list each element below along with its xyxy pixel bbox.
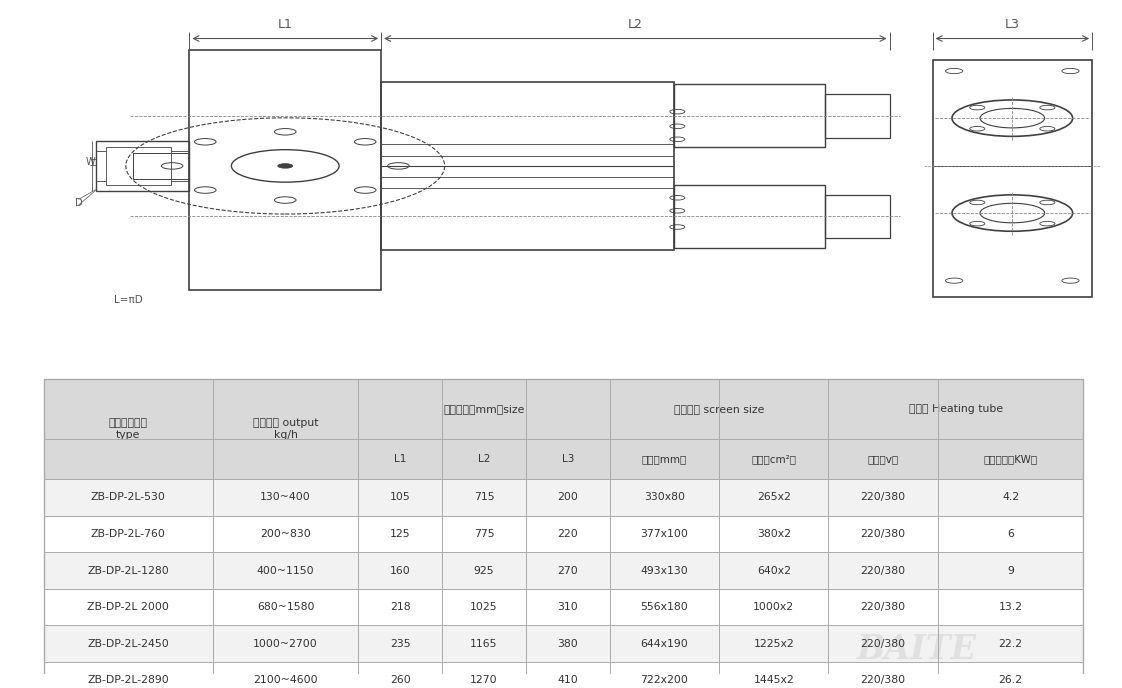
- Text: 加热功率（KW）: 加热功率（KW）: [984, 454, 1038, 464]
- Text: 220/380: 220/380: [861, 675, 905, 685]
- Text: L1: L1: [394, 454, 406, 464]
- Text: L2: L2: [628, 18, 643, 31]
- Text: 220/380: 220/380: [861, 638, 905, 649]
- Text: 105: 105: [389, 493, 411, 502]
- Text: 面积（cm²）: 面积（cm²）: [752, 454, 797, 464]
- Text: 715: 715: [473, 493, 495, 502]
- Bar: [134, 153, 190, 179]
- Text: 400~1150: 400~1150: [257, 566, 314, 576]
- Circle shape: [278, 164, 293, 168]
- Text: 160: 160: [389, 566, 411, 576]
- Text: 加热器 Heating tube: 加热器 Heating tube: [909, 404, 1003, 413]
- Text: 270: 270: [558, 566, 578, 576]
- Text: L2: L2: [478, 454, 490, 464]
- Text: 125: 125: [389, 529, 411, 539]
- Bar: [44, 378, 1084, 480]
- Bar: [44, 625, 1084, 662]
- Text: 1000~2700: 1000~2700: [254, 638, 318, 649]
- Text: 680~1580: 680~1580: [257, 602, 314, 612]
- Text: 380: 380: [558, 638, 578, 649]
- Bar: [95, 141, 190, 191]
- Text: 220: 220: [558, 529, 578, 539]
- Text: ZB-DP-2L-1280: ZB-DP-2L-1280: [88, 566, 169, 576]
- Text: 1165: 1165: [470, 638, 498, 649]
- Text: 200: 200: [558, 493, 578, 502]
- Text: BAITE: BAITE: [856, 633, 976, 666]
- Text: 1225x2: 1225x2: [753, 638, 794, 649]
- Text: 4.2: 4.2: [1002, 493, 1019, 502]
- Bar: [825, 195, 890, 239]
- Text: 310: 310: [558, 602, 578, 612]
- Text: 218: 218: [389, 602, 411, 612]
- Bar: [825, 94, 890, 138]
- Text: 13.2: 13.2: [999, 602, 1022, 612]
- Text: L1: L1: [278, 18, 293, 31]
- Text: 1270: 1270: [470, 675, 498, 685]
- Text: 1000x2: 1000x2: [753, 602, 794, 612]
- Bar: [44, 480, 1084, 516]
- Text: 2100~4600: 2100~4600: [254, 675, 318, 685]
- Bar: [190, 50, 381, 290]
- Text: 轮廓尺寸（mm）size: 轮廓尺寸（mm）size: [443, 404, 525, 413]
- Text: 380x2: 380x2: [756, 529, 791, 539]
- Text: 410: 410: [558, 675, 578, 685]
- Text: 200~830: 200~830: [260, 529, 311, 539]
- Bar: [674, 185, 825, 248]
- Text: 330x80: 330x80: [644, 493, 684, 502]
- Bar: [381, 83, 674, 250]
- Text: 1445x2: 1445x2: [753, 675, 794, 685]
- Text: 220/380: 220/380: [861, 493, 905, 502]
- Bar: [107, 147, 171, 185]
- Text: D: D: [75, 197, 82, 208]
- Text: 640x2: 640x2: [756, 566, 791, 576]
- Text: W: W: [85, 157, 95, 167]
- Text: 6: 6: [1008, 529, 1014, 539]
- Bar: [44, 552, 1084, 589]
- Text: 775: 775: [473, 529, 495, 539]
- Text: 556x180: 556x180: [641, 602, 688, 612]
- Text: 260: 260: [389, 675, 411, 685]
- Bar: [674, 84, 825, 147]
- Bar: [932, 60, 1092, 297]
- Text: L=πD: L=πD: [113, 295, 142, 305]
- Text: 适用产量 output
kg/h: 适用产量 output kg/h: [252, 418, 319, 440]
- Text: 493x130: 493x130: [641, 566, 688, 576]
- Bar: [44, 662, 1084, 688]
- Text: L3: L3: [562, 454, 574, 464]
- Text: 220/380: 220/380: [861, 566, 905, 576]
- Text: 722x200: 722x200: [641, 675, 688, 685]
- Text: 直径（mm）: 直径（mm）: [642, 454, 687, 464]
- Text: ZB-DP-2L-530: ZB-DP-2L-530: [91, 493, 166, 502]
- Text: 产品规格型号
type: 产品规格型号 type: [109, 418, 148, 440]
- Text: L3: L3: [1005, 18, 1020, 31]
- Text: 22.2: 22.2: [999, 638, 1022, 649]
- Text: ZB-DP-2L-760: ZB-DP-2L-760: [91, 529, 166, 539]
- Text: 1025: 1025: [470, 602, 498, 612]
- Text: 130~400: 130~400: [260, 493, 311, 502]
- Bar: [44, 516, 1084, 552]
- Text: 26.2: 26.2: [999, 675, 1022, 685]
- Text: 925: 925: [473, 566, 495, 576]
- Text: 220/380: 220/380: [861, 602, 905, 612]
- Text: 235: 235: [389, 638, 411, 649]
- Text: 220/380: 220/380: [861, 529, 905, 539]
- Text: 265x2: 265x2: [757, 493, 791, 502]
- Text: ZB-DP-2L 2000: ZB-DP-2L 2000: [88, 602, 169, 612]
- Text: 9: 9: [1008, 566, 1014, 576]
- Text: 滤网尺寸 screen size: 滤网尺寸 screen size: [674, 404, 764, 413]
- Text: ZB-DP-2L-2450: ZB-DP-2L-2450: [88, 638, 169, 649]
- Text: 377x100: 377x100: [641, 529, 688, 539]
- Text: ZB-DP-2L-2890: ZB-DP-2L-2890: [88, 675, 169, 685]
- Bar: [44, 589, 1084, 625]
- Text: 644x190: 644x190: [641, 638, 688, 649]
- Text: 电压（v）: 电压（v）: [867, 454, 899, 464]
